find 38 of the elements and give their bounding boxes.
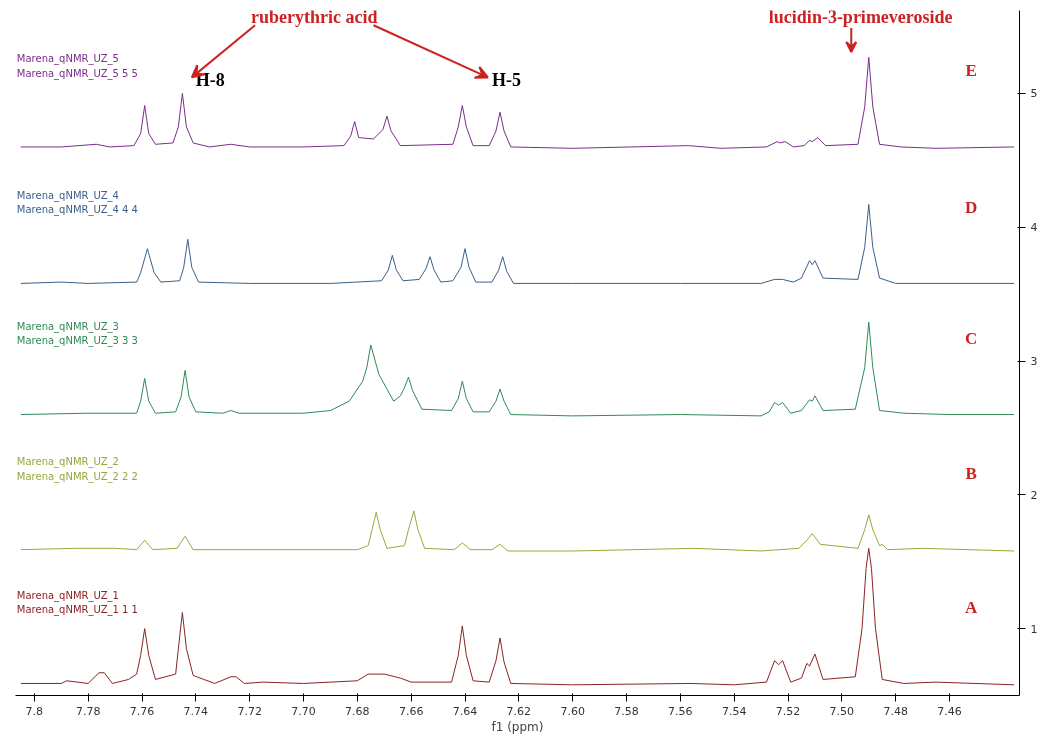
x-tick-label: 7.66 xyxy=(398,704,424,718)
x-tick-label: 7.58 xyxy=(614,704,639,718)
annotation: H-5 xyxy=(491,70,521,91)
annotation: ruberythric acid xyxy=(251,7,378,28)
text: Marena_qNMR_UZ_4 Marena_qNMR_UZ_4 4 4 xyxy=(16,189,138,217)
x-tick-label: 7.78 xyxy=(75,704,101,718)
annotation: lucidin-3-primeveroside xyxy=(768,7,953,28)
x-tick-label: 7.56 xyxy=(668,704,693,718)
annotation: B xyxy=(965,463,977,483)
y-tick-label: 1 xyxy=(1030,622,1038,636)
x-tick-label: 7.76 xyxy=(129,704,155,718)
x-tick-label: 7.50 xyxy=(829,704,855,718)
text: Marena_qNMR_UZ_3 Marena_qNMR_UZ_3 3 3 xyxy=(16,320,138,348)
x-tick-label: 7.62 xyxy=(506,704,532,718)
x-tick-label: 7.54 xyxy=(721,704,747,718)
x-tick-label: 7.8 xyxy=(25,704,44,718)
x-tick-label: 7.48 xyxy=(883,704,908,718)
annotation: C xyxy=(964,328,978,348)
text: Marena_qNMR_UZ_5 Marena_qNMR_UZ_5 5 5 xyxy=(16,53,138,80)
annotation: D xyxy=(964,197,978,217)
y-tick-label: 5 xyxy=(1030,87,1038,101)
x-tick-label: 7.72 xyxy=(237,704,262,718)
annotation: A xyxy=(964,597,978,617)
x-tick-label: 7.70 xyxy=(291,704,316,718)
x-tick-label: 7.46 xyxy=(937,704,962,718)
x-tick-label: 7.68 xyxy=(345,704,370,718)
series-label: Marena_qNMR_UZ_1 Marena_qNMR_UZ_1 1 1 xyxy=(16,589,138,617)
annotation: E xyxy=(965,61,977,81)
y-tick-label: 3 xyxy=(1030,355,1038,369)
y-tick-label: 4 xyxy=(1030,221,1038,235)
line-series xyxy=(20,510,1015,552)
x-tick-label: 7.52 xyxy=(775,704,801,718)
x-tick-label: 7.74 xyxy=(183,704,209,718)
x-tick-label: 7.60 xyxy=(560,704,585,718)
x-tick-label: 7.64 xyxy=(452,704,478,718)
text: Marena_qNMR_UZ_2 Marena_qNMR_UZ_2 2 2 xyxy=(16,455,138,483)
x-axis-title: f1 (ppm) xyxy=(491,719,544,734)
y-tick-label: 2 xyxy=(1030,488,1038,502)
